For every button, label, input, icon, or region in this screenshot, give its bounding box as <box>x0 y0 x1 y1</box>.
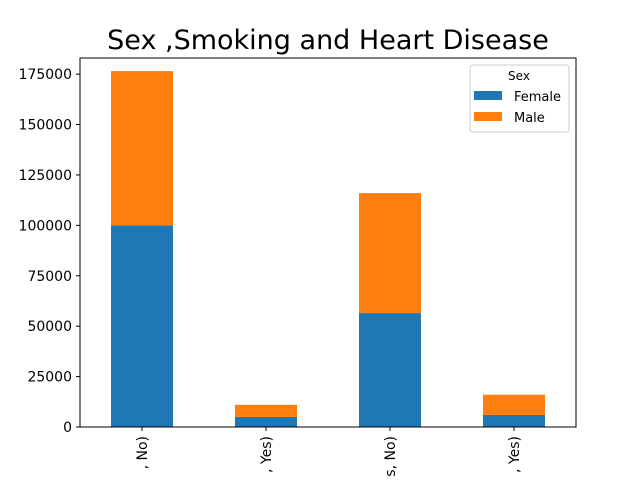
chart-title: Sex ,Smoking and Heart Disease <box>107 25 549 56</box>
legend-label-female: Female <box>514 90 561 105</box>
bar-female-3 <box>483 414 545 427</box>
bar-male-3 <box>483 394 545 415</box>
x-tick-label: s, No) <box>383 436 399 477</box>
bar-male-2 <box>359 193 421 314</box>
y-tick-label: 100000 <box>19 218 72 234</box>
bar-male-1 <box>235 404 297 417</box>
x-tick-label: , Yes) <box>507 436 523 473</box>
y-tick-label: 50000 <box>27 319 72 335</box>
bar-male-0 <box>111 71 173 226</box>
legend-label-male: Male <box>514 111 545 126</box>
x-tick-label: , Yes) <box>259 436 275 473</box>
y-tick-label: 175000 <box>19 67 72 83</box>
y-axis: 0 25000 50000 75000 100000 125000 150000 175000 <box>19 67 80 436</box>
y-tick-label: 25000 <box>27 370 72 386</box>
bars-layer <box>111 71 545 427</box>
bar-female-2 <box>359 313 421 427</box>
y-tick-label: 0 <box>63 420 72 436</box>
legend: Sex Female Male <box>469 64 570 133</box>
legend-swatch-female <box>474 91 502 100</box>
legend-title: Sex <box>508 69 530 83</box>
bar-female-1 <box>235 416 297 427</box>
y-tick-label: 75000 <box>27 269 72 285</box>
y-tick-label: 125000 <box>19 168 72 184</box>
plot-frame <box>79 57 577 428</box>
x-axis: , No) , Yes) s, No) , Yes) <box>135 427 523 477</box>
x-tick-label: , No) <box>135 436 151 469</box>
y-tick-label: 150000 <box>19 118 72 134</box>
legend-swatch-male <box>474 112 502 121</box>
bar-female-0 <box>111 225 173 427</box>
